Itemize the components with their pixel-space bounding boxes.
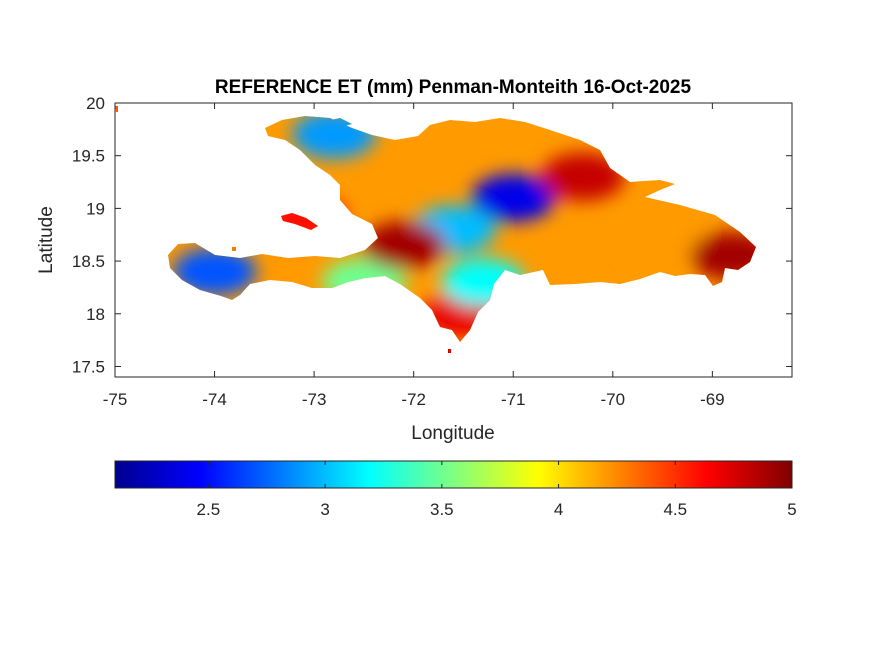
colorbar-tick-label: 2.5 [197, 500, 221, 519]
offshore-speck [232, 247, 236, 251]
x-tick-label: -71 [501, 390, 526, 409]
x-tick-label: -70 [601, 390, 626, 409]
colorbar-tick-label: 5 [787, 500, 796, 519]
et-region-eastern-plains [620, 216, 705, 264]
offshore-speck [115, 106, 118, 112]
y-tick-label: 19 [86, 199, 105, 218]
x-tick-label: -72 [401, 390, 426, 409]
colorbar-tick-label: 4.5 [663, 500, 687, 519]
x-axis-ticks: -75 -74 -73 -72 -71 -70 -69 [103, 103, 725, 409]
x-axis-label: Longitude [411, 423, 494, 444]
colorbar-ticks: 2.5 3 3.5 4 4.5 5 [197, 461, 797, 519]
chart-title: REFERENCE ET (mm) Penman-Monteith 16-Oct… [215, 77, 692, 98]
x-tick-label: -75 [103, 390, 128, 409]
et-region-tiburon-peninsula-west [172, 247, 257, 296]
y-tick-label: 17.5 [72, 357, 105, 376]
colorbar-tick-label: 4 [554, 500, 563, 519]
y-tick-label: 18.5 [72, 252, 105, 271]
x-tick-label: -69 [700, 390, 725, 409]
y-tick-label: 18 [86, 305, 105, 324]
colorbar-tick-label: 3.5 [430, 500, 454, 519]
y-axis-label: Latitude [36, 206, 57, 274]
et-region-central-plateau [471, 173, 556, 222]
y-tick-label: 19.5 [72, 147, 105, 166]
x-tick-label: -74 [202, 390, 227, 409]
et-region-blobs [172, 116, 756, 338]
et-region-cul-de-sac-plain [361, 221, 446, 270]
y-tick-label: 20 [86, 94, 105, 113]
x-tick-label: -73 [302, 390, 327, 409]
colorbar [114, 460, 793, 489]
offshore-speck [448, 349, 451, 353]
y-axis-ticks: 17.5 18 18.5 19 19.5 20 [72, 94, 792, 376]
et-region-cibao-valley [540, 152, 625, 201]
colorbar-tick-label: 3 [320, 500, 329, 519]
